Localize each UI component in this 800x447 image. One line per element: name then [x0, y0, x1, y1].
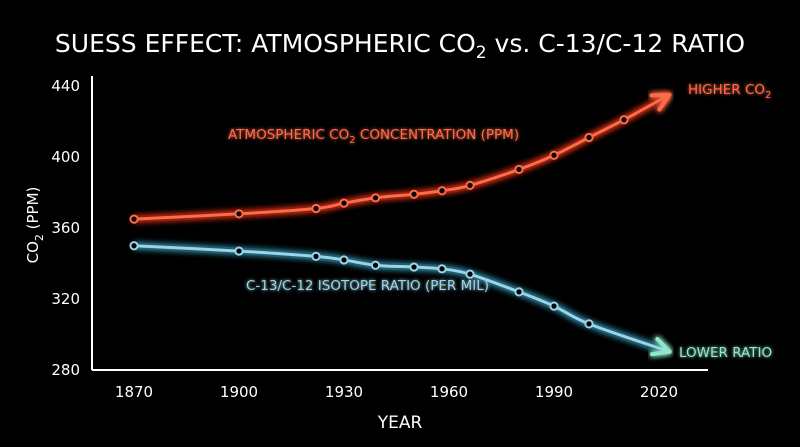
y-tick-label: 280: [51, 361, 80, 379]
ratio-series-glow: [133, 242, 668, 354]
co2-data-point: [129, 214, 139, 224]
ratio-data-point: [311, 251, 321, 261]
ratio-data-point: [584, 319, 594, 329]
y-tick-label: 440: [51, 77, 80, 95]
x-axis-title: YEAR: [377, 413, 423, 433]
ratio-series-label: C-13/C-12 ISOTOPE RATIO (PER MIL): [246, 278, 489, 294]
co2-data-point: [370, 193, 381, 203]
y-tick-label: 400: [51, 148, 80, 166]
chart-title: SUESS EFFECT: ATMOSPHERIC CO2 vs. C-13/C…: [55, 29, 745, 63]
ratio-data-point: [339, 255, 349, 265]
ratio-data-point: [409, 262, 419, 272]
x-tick-label: 1990: [535, 383, 573, 401]
ratio-arrowhead: [650, 336, 672, 357]
co2-data-point: [234, 209, 244, 219]
x-tick-label: 2020: [640, 383, 678, 401]
co2-data-point: [437, 186, 447, 196]
co2-data-point: [619, 115, 629, 125]
ratio-end-label: LOWER RATIO: [679, 345, 772, 361]
co2-data-point: [584, 132, 594, 143]
co2-end-label: HIGHER CO2: [688, 82, 771, 101]
co2-series-line: [133, 95, 667, 221]
x-tick-label: 1870: [115, 383, 153, 401]
ratio-data-point: [514, 287, 524, 297]
ratio-data-point: [370, 260, 381, 270]
ratio-data-point: [234, 246, 244, 256]
co2-data-point: [465, 180, 475, 190]
co2-data-point: [549, 150, 559, 160]
ratio-data-point: [129, 241, 139, 251]
co2-data-point: [409, 189, 419, 199]
co2-series-label: ATMOSPHERIC CO2 CONCENTRATION (PPM): [228, 127, 519, 146]
x-tick-label: 1960: [430, 383, 468, 401]
y-tick-label: 360: [51, 219, 80, 237]
y-axis-title: CO2 (PPM): [24, 187, 46, 264]
ratio-series-line: [133, 244, 667, 352]
ratio-data-point: [549, 301, 559, 311]
co2-data-point: [514, 164, 524, 175]
ratio-data-point: [465, 269, 475, 279]
co2-arrowhead: [649, 92, 672, 112]
co2-data-point: [339, 198, 349, 208]
y-tick-label: 320: [51, 290, 80, 308]
ratio-data-point: [437, 264, 447, 274]
x-tick-label: 1900: [220, 383, 258, 401]
co2-data-point: [311, 203, 321, 214]
co2-series-glow: [133, 93, 668, 223]
x-tick-label: 1930: [325, 383, 363, 401]
